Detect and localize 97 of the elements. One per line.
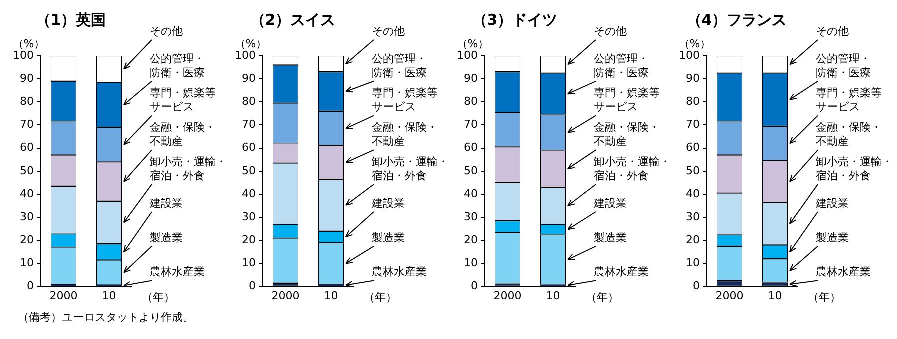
y-tick-label: 60	[242, 141, 256, 154]
text: 金融・保険・不動産	[594, 121, 660, 148]
y-tick-label: 40	[242, 187, 256, 200]
x-tick-label: 10	[546, 289, 560, 302]
text: 公的管理・防衛・医療	[372, 52, 427, 80]
chart-title: （1）英国	[36, 10, 106, 29]
text: 建設業	[593, 196, 627, 210]
text: その他	[594, 24, 627, 38]
y-tick-label: 50	[464, 164, 478, 178]
y-tick-label: 70	[242, 118, 256, 132]
y-axis-title: （%）	[12, 37, 46, 50]
text: その他	[150, 24, 183, 38]
y-axis-title: （%）	[678, 37, 712, 50]
text: 製造業	[594, 231, 627, 244]
text: 農林水産業	[372, 266, 427, 279]
x-tick-label: 2000	[494, 289, 522, 302]
chart-title: （3）ドイツ	[472, 10, 558, 29]
y-tick-label: 50	[686, 164, 700, 178]
x-axis-title: （年）	[142, 291, 175, 304]
text: 建設業	[149, 196, 183, 210]
text: 公的管理・防衛・医療	[816, 52, 871, 80]
y-tick-label: 60	[464, 141, 478, 154]
y-tick-label: 30	[464, 210, 478, 224]
y-tick-label: 90	[686, 72, 700, 85]
chart-title: （2）スイス	[250, 10, 336, 29]
y-tick-label: 100	[12, 48, 34, 62]
y-tick-label: 70	[686, 118, 700, 132]
text: 卸小売・運輸・宿泊・外食	[150, 155, 227, 182]
y-tick-label: 30	[686, 210, 700, 224]
y-tick-label: 0	[470, 280, 478, 293]
text: 専門・娯楽等サービス	[372, 86, 438, 114]
chart-title: （4）フランス	[686, 10, 788, 29]
y-tick-label: 100	[456, 48, 478, 62]
y-tick-label: 80	[242, 95, 256, 108]
text: 製造業	[150, 231, 183, 244]
text: 専門・娯楽等サービス	[150, 86, 216, 114]
y-tick-label: 40	[686, 187, 700, 200]
text: 農林水産業	[150, 266, 205, 279]
y-tick-label: 10	[686, 256, 700, 270]
y-tick-label: 90	[20, 72, 34, 85]
y-tick-label: 20	[242, 234, 256, 246]
text: その他	[372, 24, 405, 38]
y-tick-label: 70	[20, 118, 34, 132]
text: 農林水産業	[816, 266, 871, 279]
y-axis-title: （%）	[234, 37, 268, 50]
y-tick-label: 10	[20, 256, 34, 270]
y-tick-label: 0	[248, 280, 256, 293]
y-tick-label: 30	[242, 210, 256, 224]
text: 公的管理・防衛・医療	[150, 52, 205, 80]
text: 公的管理・防衛・医療	[594, 52, 649, 80]
y-tick-label: 20	[686, 234, 700, 246]
text: 金融・保険・不動産	[372, 121, 438, 148]
text: 金融・保険・不動産	[150, 121, 216, 148]
y-tick-label: 80	[686, 95, 700, 108]
y-tick-label: 80	[464, 95, 478, 108]
text: 製造業	[372, 231, 405, 244]
text: 農林水産業	[594, 266, 649, 279]
text: 卸小売・運輸・宿泊・外食	[816, 155, 893, 182]
x-tick-label: 10	[768, 289, 782, 302]
text: 建設業	[371, 196, 405, 210]
x-tick-label: 2000	[50, 289, 78, 302]
y-tick-label: 100	[234, 48, 256, 62]
y-tick-label: 80	[20, 95, 34, 108]
text: 卸小売・運輸・宿泊・外食	[372, 155, 449, 182]
x-axis-title: （年）	[364, 291, 397, 304]
y-tick-label: 90	[464, 72, 478, 85]
x-tick-label: 2000	[272, 289, 300, 302]
y-tick-label: 50	[20, 164, 34, 178]
y-tick-label: 30	[20, 210, 34, 224]
x-axis-title: （年）	[808, 291, 841, 304]
text: 専門・娯楽等サービス	[816, 86, 882, 114]
text: 建設業	[815, 196, 849, 210]
x-tick-label: 10	[102, 289, 116, 302]
y-tick-label: 10	[242, 256, 256, 270]
x-tick-label: 2000	[716, 289, 744, 302]
y-tick-label: 50	[242, 164, 256, 178]
y-tick-label: 60	[20, 141, 34, 154]
x-tick-label: 10	[324, 289, 338, 302]
text: 卸小売・運輸・宿泊・外食	[594, 155, 671, 182]
y-tick-label: 0	[692, 280, 700, 293]
text: 製造業	[816, 231, 849, 244]
text: その他	[816, 24, 849, 38]
text: （備考）ユーロスタットより作成。	[18, 310, 195, 325]
y-tick-label: 20	[20, 234, 34, 246]
y-tick-label: 100	[678, 48, 700, 62]
y-tick-label: 10	[464, 256, 478, 270]
y-tick-label: 60	[686, 141, 700, 154]
y-tick-label: 40	[20, 187, 34, 200]
y-tick-label: 40	[464, 187, 478, 200]
y-tick-label: 70	[464, 118, 478, 132]
x-axis-title: （年）	[586, 291, 619, 304]
y-axis-title: （%）	[456, 37, 490, 50]
text: 専門・娯楽等サービス	[594, 86, 660, 114]
y-tick-label: 20	[464, 234, 478, 246]
y-tick-label: 90	[242, 72, 256, 85]
text: 金融・保険・不動産	[816, 121, 882, 148]
y-tick-label: 0	[26, 280, 34, 293]
